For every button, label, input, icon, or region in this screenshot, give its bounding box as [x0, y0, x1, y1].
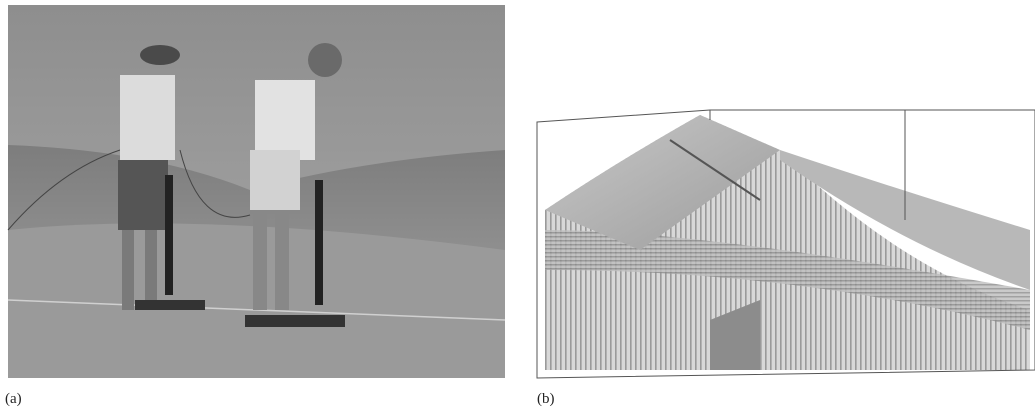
page: (a) (b) (() => { const data = JSON.parse…	[0, 0, 1035, 411]
figure: (a) (b)	[0, 0, 1035, 411]
gpr-block	[537, 110, 1035, 378]
photo	[8, 5, 505, 378]
panel-label: (b)	[537, 391, 555, 407]
panel-label: (a)	[5, 391, 22, 407]
